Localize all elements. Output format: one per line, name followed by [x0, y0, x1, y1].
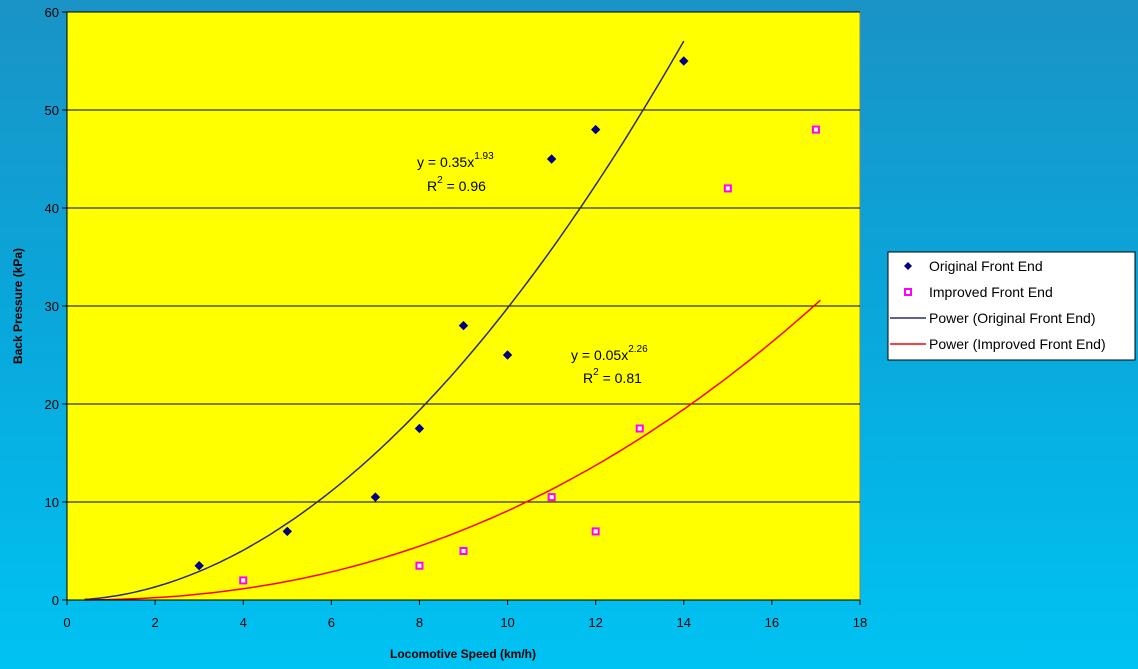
trendline-original	[84, 40, 685, 601]
x-tick-label: 4	[240, 615, 247, 630]
y-tick-label: 30	[45, 299, 59, 314]
gridlines	[67, 11, 860, 503]
x-axis-title: Locomotive Speed (km/h)	[390, 647, 536, 661]
svg-text:R2 = 0.96: R2 = 0.96	[427, 175, 486, 194]
point-original	[282, 526, 292, 537]
point-original	[458, 320, 469, 331]
point-improved-inner	[593, 529, 598, 534]
point-original	[194, 560, 204, 571]
point-original	[590, 124, 601, 135]
x-tick-label: 18	[853, 615, 867, 630]
point-original	[679, 56, 689, 66]
y-tick-label: 10	[45, 495, 59, 510]
y-tick-label: 0	[52, 593, 59, 608]
x-tick-label: 10	[500, 615, 514, 630]
equation-original-exp: 1.93	[474, 151, 494, 162]
legend-swatch	[904, 262, 912, 270]
r2-original-sup: 2	[437, 175, 443, 186]
point-original	[414, 423, 425, 434]
legend-item: Power (Improved Front End)	[890, 336, 1106, 352]
point-original	[370, 492, 381, 502]
y-tick-label: 40	[45, 201, 59, 216]
legend-item: Original Front End	[904, 258, 1043, 274]
equation-improved: y = 0.05x2.26 R2 = 0.81	[571, 344, 648, 386]
trendlines	[84, 40, 821, 601]
equation-original: y = 0.35x1.93 R2 = 0.96	[417, 151, 494, 194]
legend-label: Improved Front End	[929, 284, 1053, 300]
r2-improved-r: R	[583, 370, 593, 386]
point-improved-inner	[813, 127, 818, 132]
legend-label: Power (Original Front End)	[929, 310, 1096, 326]
legend: Original Front End Improved Front End Powe…	[887, 251, 1136, 361]
x-tick-label: 16	[765, 615, 779, 630]
y-tick-label: 50	[45, 103, 59, 118]
equation-improved-exp: 2.26	[628, 344, 648, 355]
y-axis-title: Back Pressure (kPa)	[11, 248, 25, 364]
x-tick-label: 12	[588, 615, 602, 630]
legend-box	[887, 251, 1136, 361]
x-tick-label: 14	[677, 615, 691, 630]
legend-item: Improved Front End	[904, 284, 1053, 300]
x-tick-label: 2	[151, 615, 158, 630]
equation-improved-main: y = 0.05x	[571, 347, 628, 363]
point-original	[546, 154, 557, 164]
x-tick-label: 6	[328, 615, 335, 630]
point-improved-inner	[241, 578, 246, 583]
svg-text:y = 0.35x1.93: y = 0.35x1.93	[417, 151, 494, 170]
point-improved-inner	[725, 186, 730, 191]
point-improved-inner	[549, 495, 554, 500]
svg-text:R2 = 0.81: R2 = 0.81	[583, 367, 642, 386]
y-tick-label: 60	[45, 5, 59, 20]
legend-label: Original Front End	[929, 258, 1043, 274]
legend-item: Power (Original Front End)	[890, 310, 1096, 326]
axes	[62, 11, 861, 605]
r2-original-r: R	[427, 178, 437, 194]
r2-improved-sup: 2	[593, 367, 599, 378]
point-improved-inner	[417, 563, 422, 568]
x-tick-label: 8	[416, 615, 423, 630]
trendline-improved	[84, 299, 821, 601]
equation-original-main: y = 0.35x	[417, 154, 474, 170]
r2-original-value: = 0.96	[443, 178, 486, 194]
point-improved-inner	[637, 426, 642, 431]
r2-improved-value: = 0.81	[599, 370, 642, 386]
point-improved-inner	[461, 549, 466, 553]
legend-swatch-inner	[906, 290, 910, 294]
svg-text:y = 0.05x2.26: y = 0.05x2.26	[571, 344, 648, 363]
legend-label: Power (Improved Front End)	[929, 336, 1106, 352]
point-original	[502, 350, 513, 360]
y-tick-label: 20	[45, 397, 59, 412]
x-tick-label: 0	[63, 615, 70, 630]
tick-labels: 0 2 4 6 8 10 12 14 16 18 0 10 20 30 40 50 60	[45, 5, 868, 630]
data-points	[194, 56, 820, 585]
